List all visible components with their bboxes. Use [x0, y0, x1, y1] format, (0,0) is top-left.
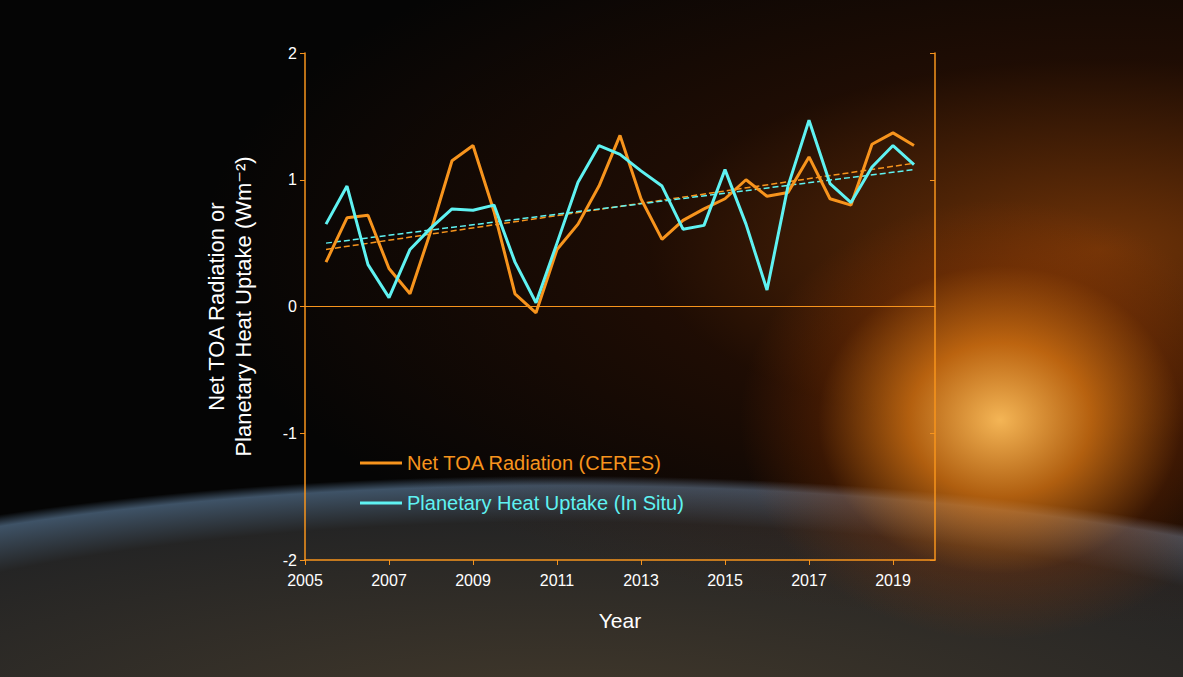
svg-text:Year: Year [599, 609, 641, 632]
svg-text:2009: 2009 [455, 572, 491, 589]
svg-text:2: 2 [288, 45, 297, 62]
svg-text:2011: 2011 [540, 572, 575, 589]
svg-text:2019: 2019 [875, 572, 911, 589]
svg-text:-1: -1 [283, 425, 297, 442]
svg-text:2005: 2005 [287, 572, 323, 589]
svg-text:2015: 2015 [707, 572, 743, 589]
svg-text:2013: 2013 [623, 572, 659, 589]
svg-text:2007: 2007 [371, 572, 407, 589]
svg-text:Planetary Heat Uptake (In Situ: Planetary Heat Uptake (In Situ) [407, 492, 684, 514]
svg-text:Net TOA Radiation or: Net TOA Radiation or [204, 202, 229, 410]
svg-text:1: 1 [288, 171, 297, 188]
svg-text:Planetary Heat Uptake (Wm⁻²): Planetary Heat Uptake (Wm⁻²) [231, 156, 256, 456]
svg-text:2017: 2017 [791, 572, 827, 589]
svg-text:Net TOA Radiation (CERES): Net TOA Radiation (CERES) [407, 452, 661, 474]
svg-text:-2: -2 [283, 552, 297, 569]
svg-text:0: 0 [288, 298, 297, 315]
